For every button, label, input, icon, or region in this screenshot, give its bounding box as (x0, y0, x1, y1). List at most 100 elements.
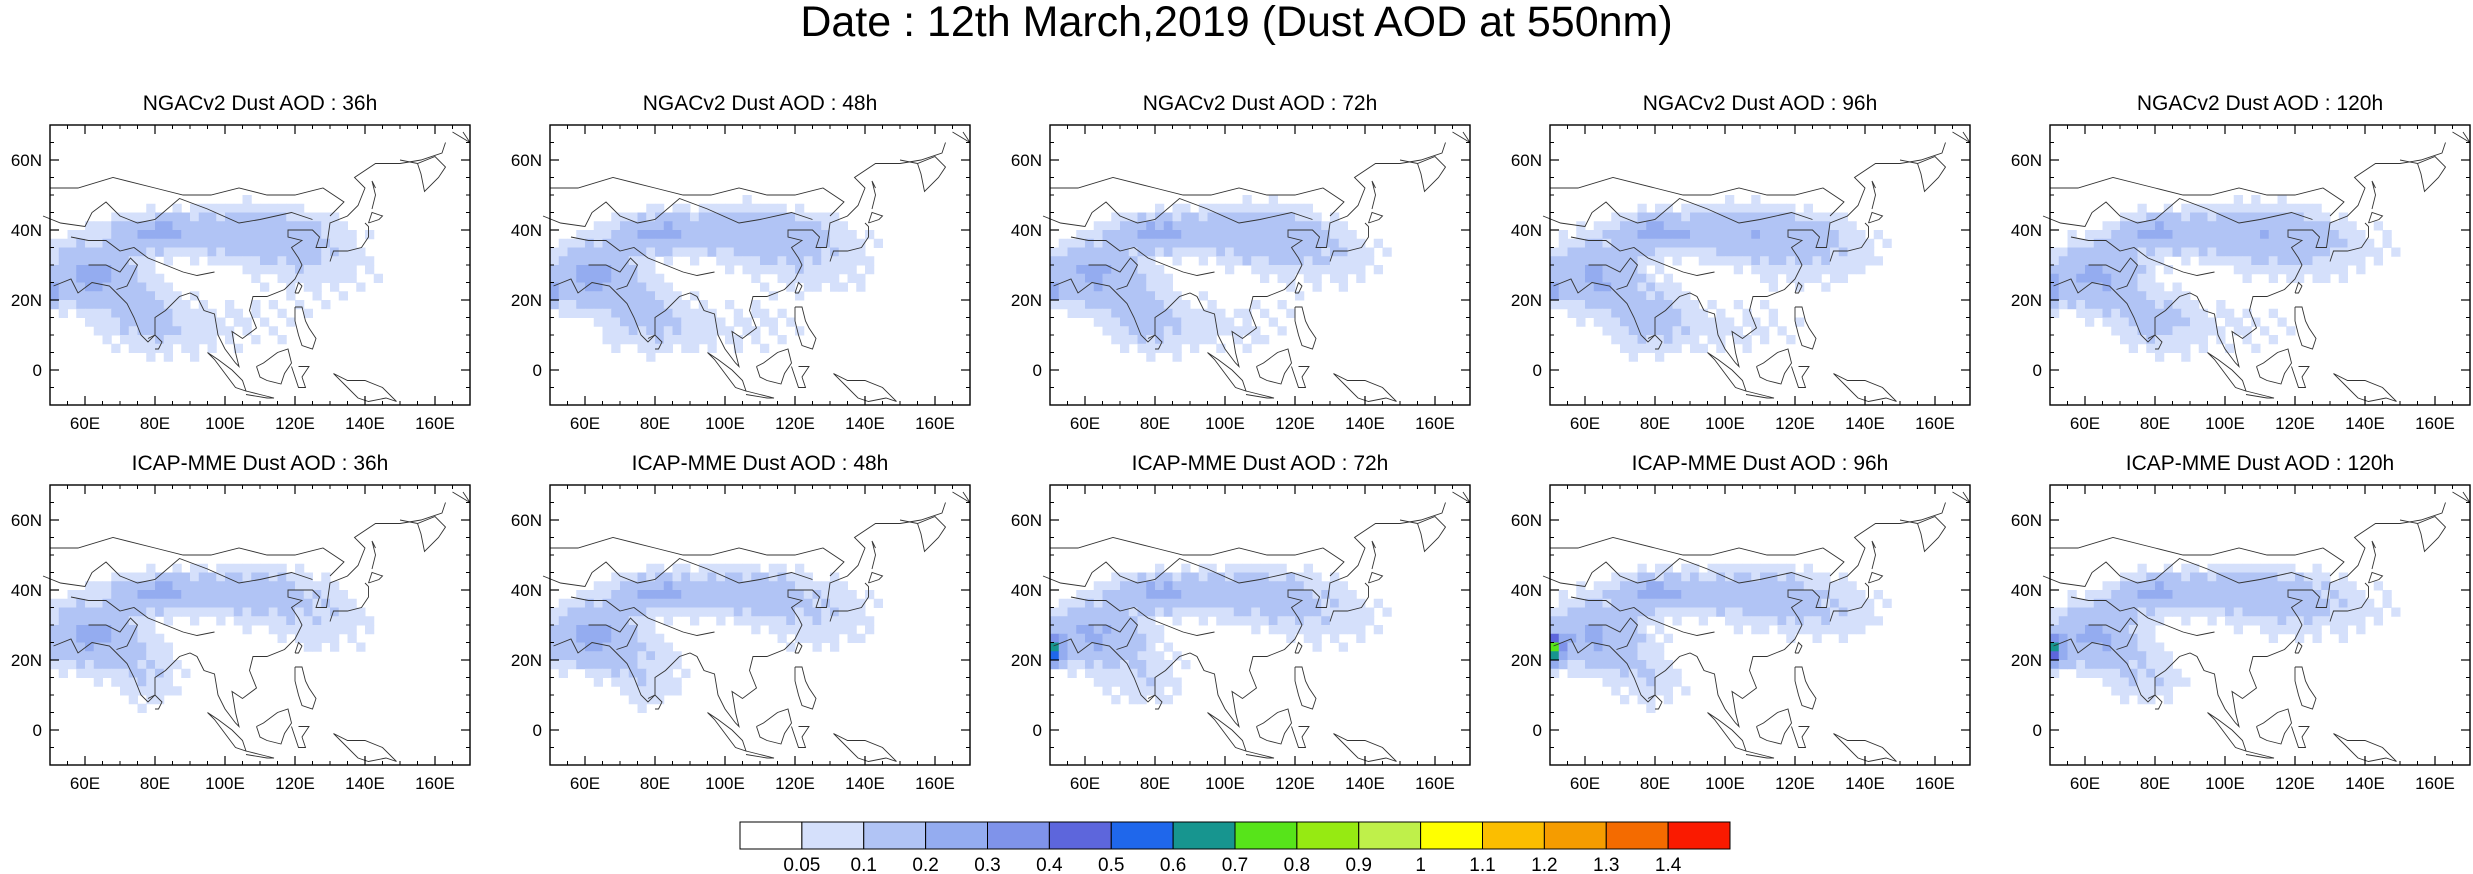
aod-cell (567, 282, 577, 292)
aod-cell (1611, 590, 1621, 600)
aod-cell (102, 590, 112, 600)
aod-cell (1058, 247, 1068, 257)
aod-cell (102, 265, 112, 275)
aod-cell (698, 326, 708, 336)
aod-cell (698, 203, 708, 213)
aod-cell (1102, 616, 1112, 626)
aod-cell (2128, 238, 2138, 248)
aod-cell (190, 563, 200, 573)
aod-cell (1672, 616, 1682, 626)
aod-cell (277, 607, 287, 617)
aod-cell (2347, 581, 2357, 591)
aod-cell (128, 607, 138, 617)
aod-cell (2190, 563, 2200, 573)
aod-cell (137, 326, 147, 336)
aod-cell (620, 212, 630, 222)
aod-cell (2102, 230, 2112, 240)
aod-cell (111, 633, 121, 643)
aod-cell (1550, 256, 1560, 266)
aod-cell (786, 572, 796, 582)
aod-cell (1347, 265, 1357, 275)
aod-cell (2347, 598, 2357, 608)
aod-cell (1602, 581, 1612, 591)
aod-cell (2295, 572, 2305, 582)
aod-cell (1163, 343, 1173, 353)
aod-cell (1128, 335, 1138, 345)
aod-cell (830, 616, 840, 626)
aod-cell (163, 335, 173, 345)
aod-cell (1663, 581, 1673, 591)
aod-cell (2137, 668, 2147, 678)
aod-cell (2163, 265, 2173, 275)
aod-cell (637, 300, 647, 310)
aod-cell (1847, 238, 1857, 248)
coastline (899, 155, 947, 193)
aod-cell (2137, 282, 2147, 292)
coastline (1871, 540, 1876, 570)
aod-cell (1742, 256, 1752, 266)
aod-cell (2067, 247, 2077, 257)
aod-cell (585, 256, 595, 266)
aod-cell (1102, 660, 1112, 670)
aod-cell (1338, 273, 1348, 283)
aod-cell (2207, 598, 2217, 608)
colorbar-swatch (1358, 821, 1422, 850)
aod-cell (777, 238, 787, 248)
aod-cell (1076, 273, 1086, 283)
panel-title: NGACv2 Dust AOD : 72h (1142, 92, 1378, 115)
aod-cell (1585, 238, 1595, 248)
aod-cell (128, 282, 138, 292)
aod-cell (295, 633, 305, 643)
aod-cell (1330, 607, 1340, 617)
aod-cell (646, 265, 656, 275)
aod-cell (2242, 308, 2252, 318)
aod-cell (1093, 300, 1103, 310)
aod-cell (1251, 563, 1261, 573)
aod-cell (1198, 317, 1208, 327)
aod-cell (1550, 625, 1560, 635)
aod-cell (2181, 616, 2191, 626)
aod-cell (2137, 230, 2147, 240)
aod-cell (1628, 625, 1638, 635)
aod-cell (1576, 590, 1586, 600)
aod-cell (1768, 273, 1778, 283)
coastline (294, 666, 317, 710)
aod-cell (347, 247, 357, 257)
aod-cell (2163, 326, 2173, 336)
aod-cell (1681, 563, 1691, 573)
aod-cell (2338, 265, 2348, 275)
aod-cell (567, 607, 577, 617)
aod-cell (321, 616, 331, 626)
aod-cell (58, 256, 68, 266)
aod-cell (1707, 326, 1717, 336)
aod-cell (1172, 581, 1182, 591)
aod-cell (1146, 212, 1156, 222)
aod-cell (2382, 230, 2392, 240)
aod-cell (1733, 335, 1743, 345)
aod-cell (1303, 256, 1313, 266)
aod-cell (303, 282, 313, 292)
aod-cell (347, 230, 357, 240)
aod-cell (2303, 203, 2313, 213)
aod-cell (198, 590, 208, 600)
aod-cell (707, 590, 717, 600)
aod-cell (1751, 230, 1761, 240)
aod-cell (2338, 633, 2348, 643)
aod-cell (1786, 203, 1796, 213)
aod-cell (111, 598, 121, 608)
aod-cell (1786, 590, 1796, 600)
aod-cell (1067, 668, 1077, 678)
aod-cell (2295, 590, 2305, 600)
aod-cell (1172, 326, 1182, 336)
aod-cell (768, 291, 778, 301)
colorbar-swatch (1420, 821, 1483, 850)
aod-cell (172, 203, 182, 213)
aod-cell (576, 598, 586, 608)
aod-cell (268, 212, 278, 222)
aod-cell (1321, 590, 1331, 600)
aod-cell (1672, 317, 1682, 327)
aod-cell (2137, 598, 2147, 608)
coastline (42, 197, 313, 227)
aod-cell (1593, 247, 1603, 257)
aod-cell (2067, 282, 2077, 292)
